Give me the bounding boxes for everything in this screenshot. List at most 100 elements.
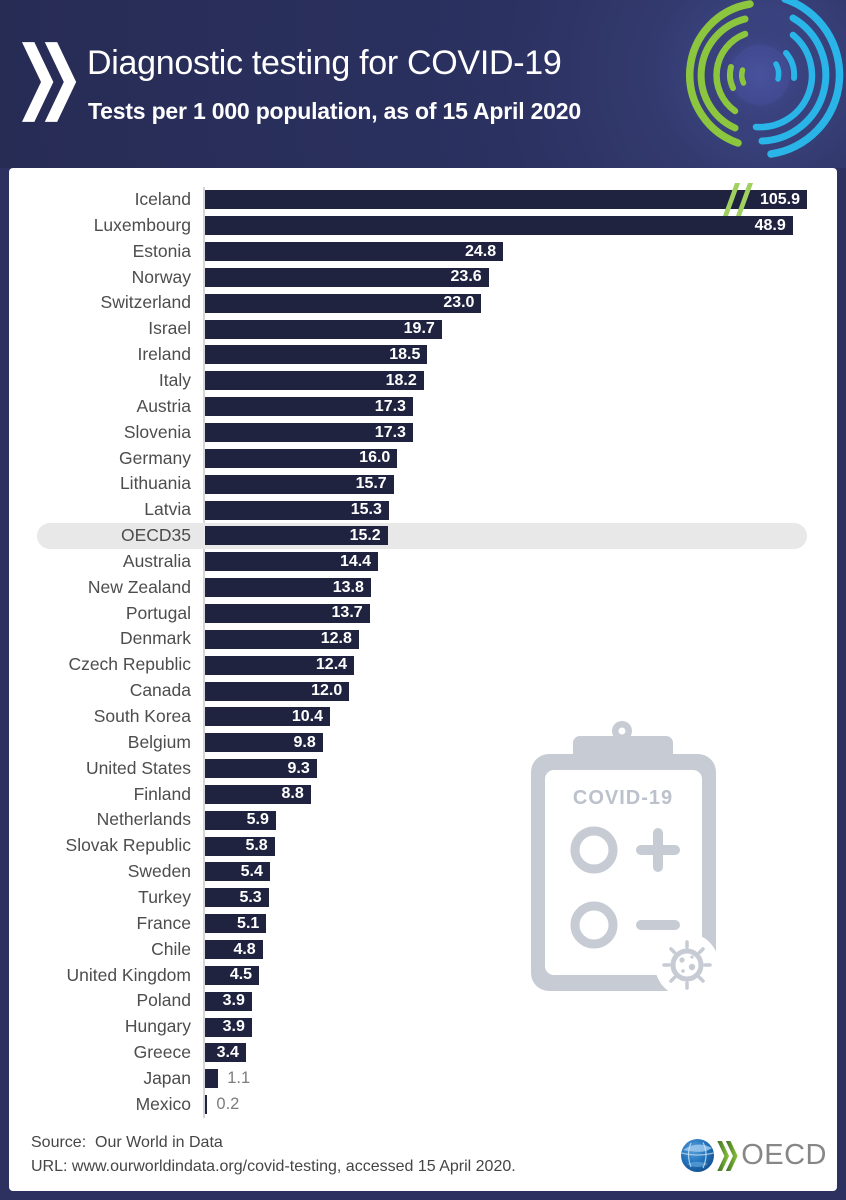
value-label: 0.2	[216, 1094, 240, 1113]
value-label: 1.1	[227, 1068, 251, 1087]
bar-row-estonia: Estonia 24.8	[9, 239, 837, 265]
value-label: 5.9	[246, 811, 269, 829]
page-subtitle: Tests per 1 000 population, as of 15 Apr…	[88, 98, 581, 124]
country-label: Canada	[129, 680, 191, 701]
country-label: Mexico	[135, 1093, 191, 1114]
bar: 24.8	[205, 242, 504, 262]
bar: 16.0	[205, 448, 398, 468]
value-label: 15.3	[350, 501, 382, 519]
bar: 13.8	[205, 578, 371, 598]
bar-row-italy: Italy 18.2	[9, 368, 837, 394]
bar: 5.1	[205, 914, 267, 934]
oecd-chevrons-small-icon	[717, 1140, 738, 1171]
bar: 17.3	[205, 397, 413, 417]
value-label: 12.0	[311, 682, 343, 700]
bar: 5.8	[205, 836, 275, 856]
bar-row-south-korea: South Korea 10.4	[9, 704, 837, 730]
country-label: Slovenia	[123, 421, 191, 442]
bar: 10.4	[205, 707, 330, 727]
country-label: Netherlands	[96, 809, 191, 830]
bar-row-canada: Canada 12.0	[9, 678, 837, 704]
country-label: Italy	[158, 369, 191, 390]
bar-row-united-kingdom: United Kingdom 4.5	[9, 963, 837, 989]
country-label: Luxembourg	[93, 214, 191, 235]
bar: 23.6	[205, 267, 489, 287]
country-label: Iceland	[134, 189, 191, 209]
value-label: 17.3	[374, 423, 406, 441]
oecd-wordmark: OECD	[741, 1139, 827, 1171]
bar-row-luxembourg: Luxembourg 48.9	[9, 213, 837, 239]
bar: 15.2	[205, 526, 388, 546]
header-banner: Diagnostic testing for COVID-19 Tests pe…	[0, 0, 846, 168]
bar: 3.9	[205, 1017, 252, 1037]
bar: 15.7	[205, 474, 394, 494]
value-label: 3.4	[216, 1043, 239, 1061]
country-label: Poland	[136, 990, 192, 1011]
footer-source: Source: Our World in Data URL: www.ourwo…	[31, 1131, 516, 1178]
bar: 5.9	[205, 810, 276, 830]
oecd-globe-icon	[681, 1139, 715, 1172]
bar: 8.8	[205, 784, 311, 804]
value-label: 5.3	[239, 888, 262, 906]
country-label: France	[136, 912, 191, 933]
bar	[205, 1069, 219, 1089]
bar: 4.5	[205, 965, 260, 985]
bar-row-slovenia: Slovenia 17.3	[9, 420, 837, 446]
bar: 5.3	[205, 888, 269, 908]
bar-row-switzerland: Switzerland 23.0	[9, 290, 837, 316]
bar-row-france: France 5.1	[9, 911, 837, 937]
value-label: 19.7	[403, 320, 435, 338]
country-label: United States	[85, 757, 191, 778]
bar: 48.9	[205, 216, 793, 236]
bar-row-oecd35: OECD35 15.2	[9, 523, 837, 549]
country-label: Israel	[148, 318, 191, 339]
country-label: Japan	[143, 1067, 191, 1088]
covid-test-clipboard-icon: COVID-19	[531, 721, 719, 997]
bar-row-germany: Germany 16.0	[9, 446, 837, 472]
value-label: 4.8	[233, 940, 256, 958]
country-label: Switzerland	[100, 292, 191, 313]
axis-line	[203, 187, 205, 1118]
value-label: 23.0	[443, 294, 475, 312]
bar-row-lithuania: Lithuania 15.7	[9, 471, 837, 497]
country-label: Belgium	[127, 731, 191, 752]
bar-row-denmark: Denmark 12.8	[9, 626, 837, 652]
bar-row-poland: Poland 3.9	[9, 988, 837, 1014]
value-label: 4.5	[229, 966, 253, 984]
bar-row-latvia: Latvia 15.3	[9, 497, 837, 523]
country-label: Hungary	[124, 1016, 191, 1037]
country-label: South Korea	[93, 706, 191, 726]
bar: 105.9	[205, 183, 807, 217]
bar: 17.3	[205, 423, 413, 443]
bar: 18.2	[205, 371, 424, 391]
value-label: 105.9	[759, 190, 800, 208]
value-label: 8.8	[281, 785, 304, 803]
bar-row-belgium: Belgium 9.8	[9, 730, 837, 756]
bar-row-new-zealand: New Zealand 13.8	[9, 575, 837, 601]
bar: 18.5	[205, 345, 428, 365]
bar: 12.4	[205, 655, 355, 675]
bar-row-sweden: Sweden 5.4	[9, 859, 837, 885]
bar-row-japan: Japan 1.1	[9, 1066, 837, 1092]
chart-panel: Iceland 105.9 Luxembourg 48.9 Estonia 24.8 Nor…	[9, 168, 837, 1191]
bar-row-israel: Israel 19.7	[9, 316, 837, 342]
clipboard-label: COVID-19	[573, 787, 673, 809]
value-label: 23.6	[450, 268, 482, 286]
country-label: Chile	[151, 938, 191, 959]
bar-row-portugal: Portugal 13.7	[9, 601, 837, 627]
bar: 23.0	[205, 293, 482, 313]
bar-chart: Iceland 105.9 Luxembourg 48.9 Estonia 24.8 Nor…	[9, 183, 837, 1118]
bar-row-austria: Austria 17.3	[9, 394, 837, 420]
value-label: 15.7	[355, 475, 387, 493]
country-label: Germany	[119, 447, 191, 468]
value-label: 13.8	[332, 578, 364, 596]
country-label: Latvia	[144, 499, 191, 520]
value-label: 5.4	[240, 862, 263, 880]
oecd-chevrons-icon	[22, 42, 77, 122]
bar-row-czech-republic: Czech Republic 12.4	[9, 652, 837, 678]
value-label: 12.8	[320, 630, 352, 648]
bar-row-ireland: Ireland 18.5	[9, 342, 837, 368]
country-label: Finland	[133, 783, 191, 804]
country-label: Austria	[136, 395, 191, 416]
